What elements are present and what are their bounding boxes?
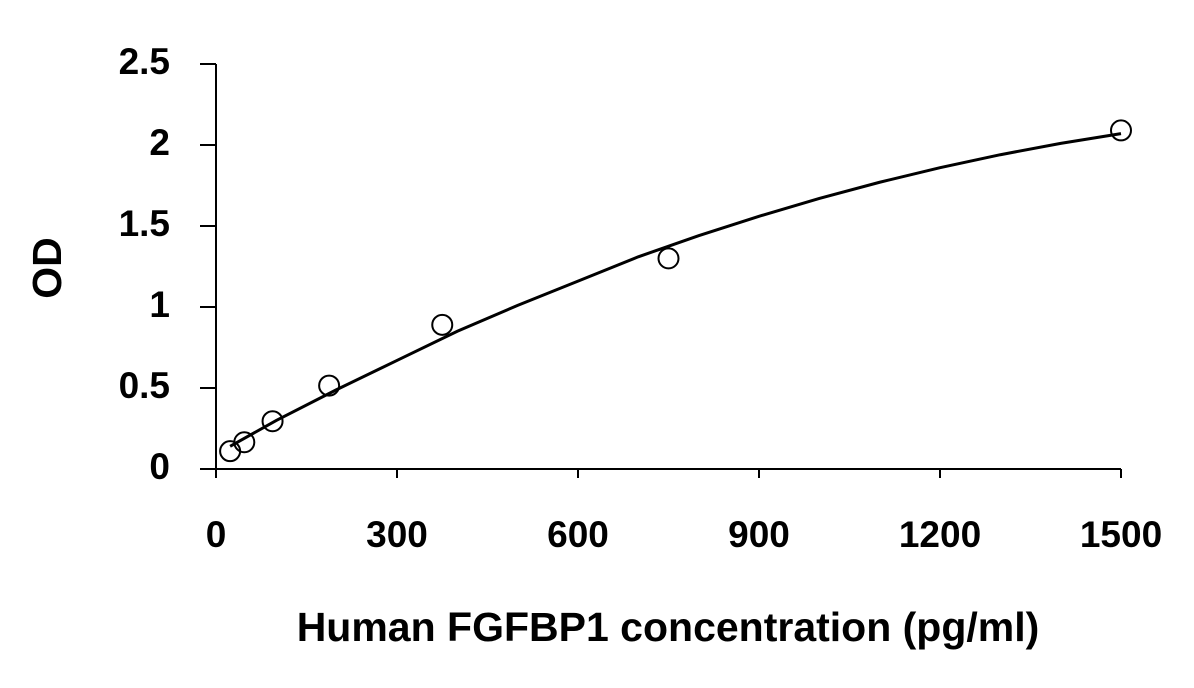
fit-curve: [229, 132, 1122, 448]
data-point: [657, 247, 680, 270]
x-tick-label: 300: [366, 514, 428, 555]
x-axis-title: Human FGFBP1 concentration (pg/ml): [297, 604, 1040, 650]
y-axis-title: OD: [24, 237, 70, 299]
x-tick-label: 1200: [899, 514, 981, 555]
y-tick-label: 1: [149, 284, 170, 325]
x-tick-label: 900: [728, 514, 790, 555]
y-tick-label: 2: [149, 122, 170, 163]
x-tick-label: 1500: [1080, 514, 1162, 555]
data-point: [219, 440, 242, 463]
data-point: [261, 410, 284, 433]
data-point: [431, 313, 454, 336]
y-tick-label: 2.5: [119, 41, 170, 82]
x-tick-label: 600: [547, 514, 609, 555]
y-tick-label: 1.5: [119, 203, 170, 244]
y-tick-label: 0.5: [119, 365, 170, 406]
x-tick-label: 0: [206, 514, 227, 555]
y-tick-label: 0: [149, 446, 170, 487]
data-point: [1110, 119, 1132, 142]
data-point: [318, 374, 341, 397]
